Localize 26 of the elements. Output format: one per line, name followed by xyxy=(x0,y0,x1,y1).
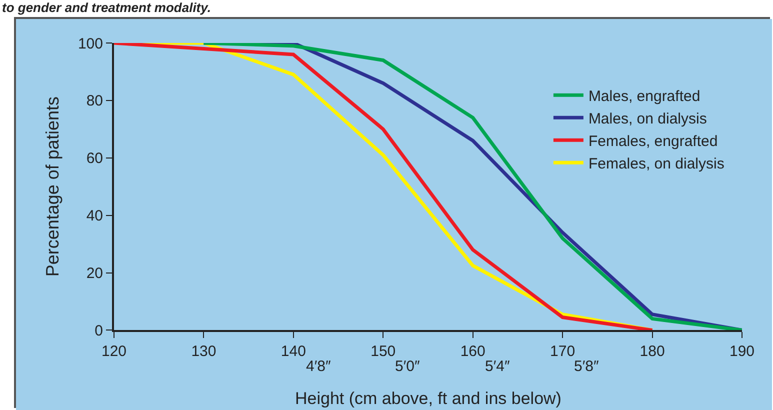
text: 5′4″ xyxy=(485,358,510,375)
legend-label: Females, on dialysis xyxy=(588,156,724,172)
text: 5′0″ xyxy=(395,358,420,375)
text: 4′8″ xyxy=(306,358,332,375)
x-tick-label: 130 xyxy=(191,343,216,360)
y-tick-label: 80 xyxy=(86,92,103,110)
x-tick-label: 190 xyxy=(729,343,755,360)
y-tick-label: 20 xyxy=(86,265,103,282)
x-tick-label: 120 xyxy=(101,343,127,360)
x-tick-label: 170 xyxy=(550,343,576,360)
x-tick-label: 180 xyxy=(640,343,665,360)
y-tick-label: 0 xyxy=(94,322,103,340)
text: 5′8″ xyxy=(574,358,600,375)
legend-label: Males, engrafted xyxy=(588,88,700,105)
y-tick-label: 100 xyxy=(78,35,103,52)
x-tick-label: 160 xyxy=(460,343,486,360)
legend-label: Males, on dialysis xyxy=(588,110,707,128)
x-tick-label: 150 xyxy=(370,343,396,360)
x-axis-title: Height (cm above, ft and ins below) xyxy=(295,389,562,408)
y-axis-title: Percentage of patients xyxy=(42,96,63,277)
x-tick-label: 140 xyxy=(280,343,306,360)
chart-title: to gender and treatment modality. xyxy=(2,0,211,15)
y-tick-label: 40 xyxy=(86,208,103,225)
y-tick-label: 60 xyxy=(86,150,103,168)
line-series xyxy=(202,43,742,330)
legend-label: Females, engrafted xyxy=(588,133,718,150)
